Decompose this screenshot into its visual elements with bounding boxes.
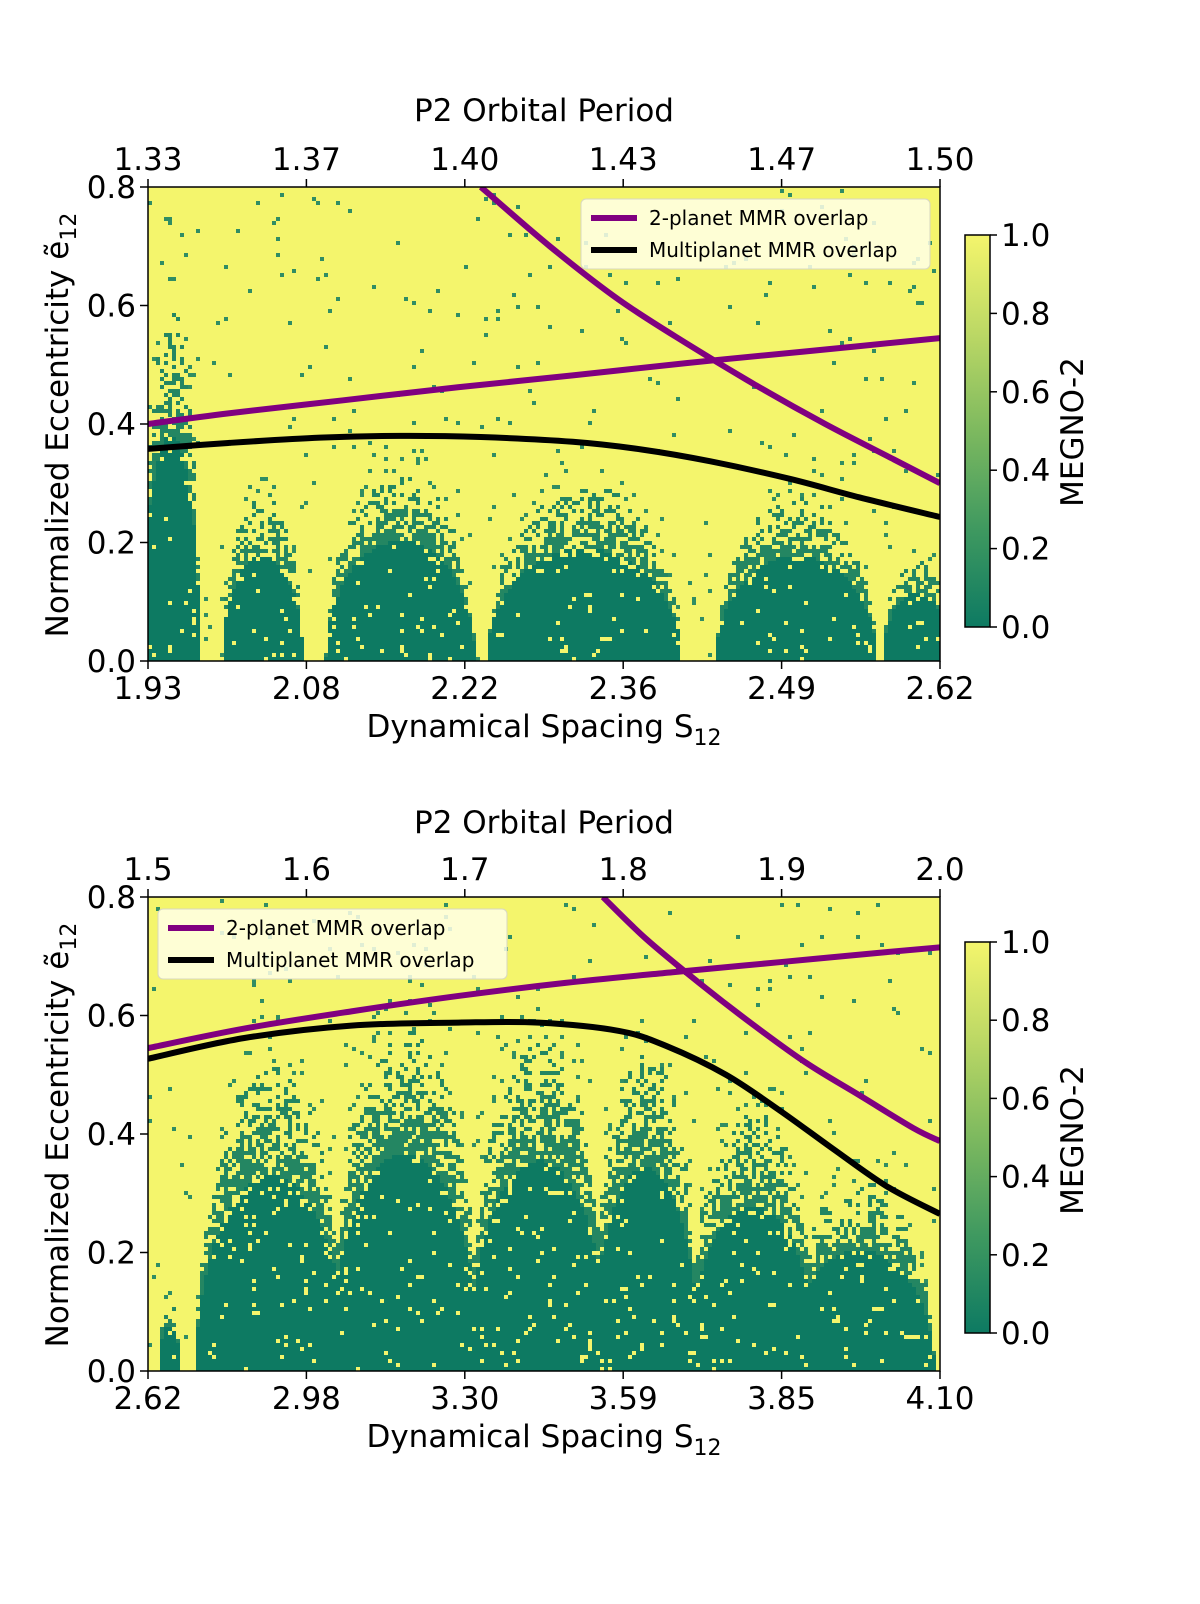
x-tick-label: 1.93 — [113, 671, 182, 707]
x-tick-label: 3.30 — [430, 1381, 499, 1417]
curves-layer — [148, 187, 940, 520]
colorbar-tick-label: 1.0 — [1001, 925, 1050, 961]
x-axis-label: Dynamical Spacing S12 — [366, 1419, 721, 1461]
bottom-chart: P2 Orbital Period 2.62 2.98 3.30 3.59 3.85 4.… — [40, 805, 1091, 1461]
top-axis-label: P2 Orbital Period — [414, 93, 674, 129]
axes-layer: 1.93 2.08 2.22 2.36 2.49 2.62 1.33 1.37 1.40 1.43… — [87, 142, 975, 707]
top-axis-label: P2 Orbital Period — [414, 805, 674, 841]
chaotic-region-core — [148, 437, 940, 661]
colorbar-gradient — [964, 234, 991, 628]
top-tick-label: 1.8 — [599, 852, 648, 888]
colorbar-label: MEGNO-2 — [1055, 357, 1091, 507]
y-tick-label: 0.6 — [87, 999, 136, 1035]
multiplanet-overlap-line — [148, 432, 940, 520]
colorbar: 0.0 0.2 0.4 0.6 0.8 1.0 — [964, 925, 1050, 1352]
y-tick-label: 0.4 — [87, 407, 136, 443]
chaotic-region-fringe — [148, 313, 940, 657]
top-tick-label: 1.50 — [905, 142, 974, 178]
multiplanet-overlap-line — [148, 1018, 940, 1217]
colorbar-gradient — [964, 941, 991, 1334]
two-planet-overlap-line-1 — [600, 897, 940, 1144]
two-planet-overlap-line-1 — [478, 187, 940, 486]
x-tick-label: 3.85 — [747, 1381, 816, 1417]
chaotic-region-fringe — [160, 1031, 936, 1355]
colorbar-tick-label: 0.4 — [1001, 1160, 1050, 1196]
colorbar-tick-label: 0.4 — [1001, 453, 1050, 489]
y-tick-label: 0.2 — [87, 526, 136, 562]
colorbar-tick-label: 0.6 — [1001, 375, 1050, 411]
legend-label-two-planet: 2-planet MMR overlap — [226, 916, 446, 940]
legend-box — [157, 908, 508, 980]
colorbar-tick-label: 0.8 — [1001, 296, 1050, 332]
legend: 2-planet MMR overlap Multiplanet MMR over… — [157, 908, 508, 980]
x-axis-label: Dynamical Spacing S12 — [366, 709, 721, 751]
top-tick-label: 1.47 — [747, 142, 816, 178]
legend-box — [580, 198, 931, 270]
y-tick-label: 0.0 — [87, 1354, 136, 1390]
colorbar-tick-label: 0.8 — [1001, 1003, 1050, 1039]
top-tick-label: 1.6 — [282, 852, 331, 888]
legend-label-two-planet: 2-planet MMR overlap — [649, 206, 869, 230]
x-tick-label: 2.98 — [272, 1381, 341, 1417]
colorbar-tick-label: 1.0 — [1001, 218, 1050, 254]
colorbar: 0.0 0.2 0.4 0.6 0.8 1.0 — [964, 218, 1050, 646]
colorbar-tick-label: 0.0 — [1001, 1316, 1050, 1352]
top-tick-label: 1.7 — [440, 852, 489, 888]
x-tick-label: 2.62 — [905, 671, 974, 707]
legend-label-multiplanet: Multiplanet MMR overlap — [226, 948, 474, 972]
chaotic-region-core — [160, 1155, 936, 1371]
y-tick-label: 0.2 — [87, 1236, 136, 1272]
legend-label-multiplanet: Multiplanet MMR overlap — [649, 238, 897, 262]
curves-layer — [148, 897, 940, 1217]
x-tick-label: 2.49 — [747, 671, 816, 707]
y-axis-label: Normalized Eccentricity ẽ12 — [40, 213, 82, 638]
y-axis-label: Normalized Eccentricity ẽ12 — [40, 923, 82, 1348]
two-planet-overlap-line-0 — [148, 944, 940, 1052]
x-tick-label: 2.22 — [430, 671, 499, 707]
colorbar-label: MEGNO-2 — [1055, 1065, 1091, 1215]
top-tick-label: 1.40 — [430, 142, 499, 178]
top-tick-label: 1.9 — [757, 852, 806, 888]
top-tick-label: 1.33 — [113, 142, 182, 178]
y-tick-label: 0.6 — [87, 289, 136, 325]
top-tick-label: 1.37 — [272, 142, 341, 178]
x-tick-label: 3.59 — [589, 1381, 658, 1417]
y-tick-label: 0.8 — [87, 880, 136, 916]
colorbar-tick-label: 0.2 — [1001, 532, 1050, 568]
axes-layer: 2.62 2.98 3.30 3.59 3.85 4.10 1.5 1.6 1.7 1.8 1.9 2… — [87, 852, 975, 1417]
y-tick-label: 0.8 — [87, 170, 136, 206]
x-tick-label: 4.10 — [905, 1381, 974, 1417]
top-tick-label: 1.5 — [123, 852, 172, 888]
y-tick-label: 0.0 — [87, 644, 136, 680]
x-tick-label: 2.08 — [272, 671, 341, 707]
colorbar-tick-label: 0.0 — [1001, 610, 1050, 646]
top-tick-label: 2.0 — [915, 852, 964, 888]
top-chart: P2 Orbital Period 1.93 2.08 2.22 2.36 2.49 2.… — [40, 93, 1091, 751]
colorbar-tick-label: 0.6 — [1001, 1081, 1050, 1117]
legend: 2-planet MMR overlap Multiplanet MMR over… — [580, 198, 931, 270]
colorbar-tick-label: 0.2 — [1001, 1238, 1050, 1274]
two-planet-overlap-line-0 — [148, 335, 940, 427]
top-tick-label: 1.43 — [589, 142, 658, 178]
x-tick-label: 2.62 — [113, 1381, 182, 1417]
y-tick-label: 0.4 — [87, 1117, 136, 1153]
x-tick-label: 2.36 — [589, 671, 658, 707]
